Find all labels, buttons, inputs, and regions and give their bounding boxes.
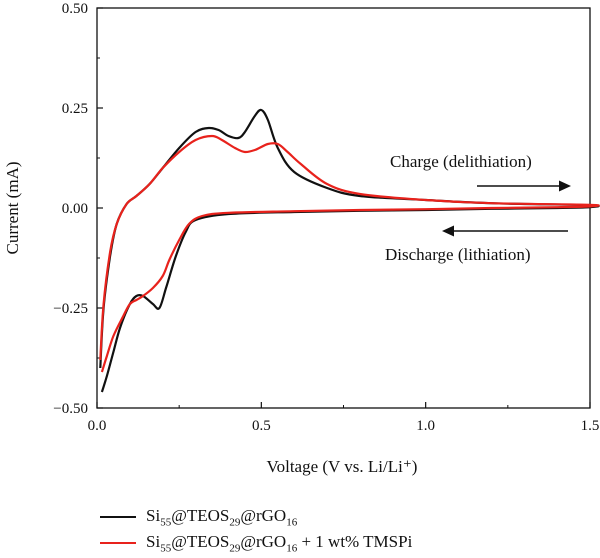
x-tick-label: 1.5 [581, 418, 600, 434]
y-tick-label: 0.50 [62, 1, 88, 17]
y-tick-label: −0.50 [53, 401, 88, 417]
x-axis-title: Voltage (V vs. Li/Li⁺) [267, 457, 418, 476]
legend-entry-1: Si55@TEOS29@rGO16 + 1 wt% TMSPi [100, 532, 412, 558]
series-line-1 [99, 134, 600, 373]
y-axis-title: Current (mA) [3, 161, 22, 254]
axes: 0.0 0.5 1.0 1.5 −0.50 −0.25 0.00 0.25 0.50 [53, 1, 599, 434]
charge-annotation: Charge (delithiation) [390, 152, 532, 171]
legend-label-0: Si55@TEOS29@rGO16 [146, 506, 298, 529]
x-tick-label: 1.0 [416, 418, 435, 434]
legend-label-1: Si55@TEOS29@rGO16 + 1 wt% TMSPi [146, 532, 413, 555]
legend-entry-0: Si55@TEOS29@rGO16 [100, 506, 297, 532]
y-tick-label: 0.25 [62, 101, 88, 117]
legend-swatch-0 [100, 516, 136, 519]
discharge-arrow-head [442, 225, 454, 237]
y-tick-label: 0.00 [62, 201, 88, 217]
discharge-annotation: Discharge (lithiation) [385, 245, 531, 264]
annotations: Charge (delithiation) Discharge (lithiat… [385, 152, 571, 264]
charge-arrow-head [559, 180, 571, 192]
series-layer [99, 108, 600, 393]
x-tick-label: 0.5 [252, 418, 271, 434]
y-tick-label: −0.25 [53, 301, 88, 317]
legend-swatch-1 [100, 542, 136, 545]
x-tick-label: 0.0 [88, 418, 107, 434]
